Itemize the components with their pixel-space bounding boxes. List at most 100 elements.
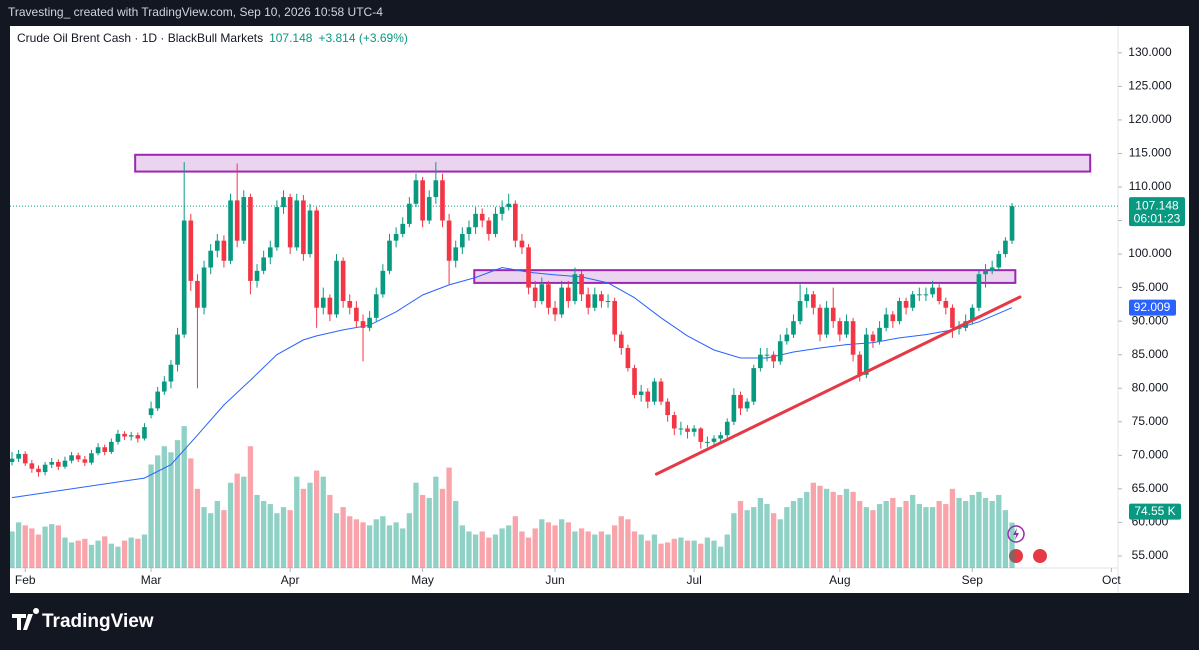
volume-badge <box>1129 503 1181 520</box>
y-tick-label: 70.000 <box>1132 447 1169 461</box>
candle-body <box>618 334 624 348</box>
volume-bar <box>446 467 452 568</box>
candle-body <box>195 280 200 308</box>
volume-bar <box>565 522 571 568</box>
plot-pane <box>10 153 1118 568</box>
candle-body <box>897 301 902 322</box>
volume-bar <box>863 507 869 568</box>
volume-bar <box>135 538 141 568</box>
chart-area <box>10 26 1189 593</box>
candle-body <box>380 270 386 295</box>
volume-bar <box>313 470 320 568</box>
volume-bar <box>433 476 439 568</box>
candle-body <box>592 294 598 308</box>
candle-body <box>393 233 399 241</box>
candle-body <box>758 354 763 369</box>
candle-body <box>367 317 372 328</box>
x-tick-label: Jun <box>545 573 564 587</box>
candle-body <box>301 200 306 255</box>
candle-body <box>287 197 293 248</box>
volume-bar <box>49 524 55 568</box>
volume-bar <box>883 501 889 568</box>
volume-bar <box>121 540 128 568</box>
volume-bar <box>764 504 770 568</box>
volume-bar <box>227 482 234 568</box>
volume-bar <box>512 516 518 568</box>
candle-body <box>605 301 611 303</box>
candle-body <box>261 257 266 271</box>
candle-body <box>453 247 459 261</box>
volume-bar <box>307 482 313 568</box>
candle-body <box>42 464 48 473</box>
candle-body <box>638 391 644 395</box>
volume-bar <box>737 501 744 568</box>
candle-body <box>446 220 452 261</box>
volume-bar <box>698 543 704 568</box>
volume-bar <box>678 537 684 568</box>
candle-body <box>731 394 737 422</box>
volume-bar <box>956 497 962 568</box>
volume-bar <box>155 455 161 568</box>
volume-bar <box>42 526 48 568</box>
y-tick-label: 90.000 <box>1132 313 1169 327</box>
volume-bar <box>439 488 446 568</box>
candle-body <box>148 408 154 416</box>
volume-bar <box>333 513 340 568</box>
volume-bar <box>929 507 936 568</box>
volume-bar <box>539 519 545 568</box>
candle-body <box>513 203 518 241</box>
candle-body <box>711 438 717 442</box>
candle-body <box>155 391 161 409</box>
candle-body <box>989 267 995 271</box>
candle-body <box>62 460 68 467</box>
y-tick-label: 125.000 <box>1128 79 1172 93</box>
candle-body <box>658 381 664 402</box>
event-flag <box>1031 547 1049 565</box>
volume-bar <box>996 494 1002 568</box>
candle-body <box>698 428 704 442</box>
volume-bar <box>923 507 929 568</box>
volume-bar <box>724 534 730 568</box>
candle-body <box>890 314 896 322</box>
candle-body <box>460 233 465 248</box>
volume-bar <box>559 519 565 568</box>
volume-bar <box>989 501 995 568</box>
candle-body <box>532 287 538 302</box>
x-tick-label: Feb <box>15 573 36 587</box>
candle-body <box>360 321 366 328</box>
candle-body <box>188 220 194 281</box>
volume-bar <box>15 522 22 568</box>
candle-body <box>685 428 690 432</box>
x-tick-label: Sep <box>962 573 984 587</box>
candle-body <box>201 267 207 308</box>
y-tick-label: 95.000 <box>1132 280 1169 294</box>
candle-body <box>652 381 657 402</box>
candle-body <box>883 314 889 328</box>
candle-body <box>426 197 432 221</box>
volume-bar <box>148 464 154 568</box>
candle-body <box>824 307 829 335</box>
volume-bar <box>194 488 201 568</box>
candle-body <box>850 321 856 355</box>
volume-bar <box>472 534 479 568</box>
candle-body <box>115 433 121 442</box>
volume-bar <box>62 537 68 568</box>
volume-bar <box>287 510 293 568</box>
candle-body <box>314 210 319 308</box>
volume-bar <box>247 446 254 568</box>
volume-bar <box>201 507 207 568</box>
y-tick-label: 100.000 <box>1128 246 1172 260</box>
volume-bar <box>704 537 711 568</box>
candle-body <box>539 284 545 302</box>
ma-badge <box>1129 299 1176 316</box>
candle-body <box>36 468 41 473</box>
candle-body <box>214 240 220 251</box>
candle-body <box>585 294 591 308</box>
legend-change: +3.814 (+3.69%) <box>318 31 407 45</box>
candle-body <box>499 207 505 214</box>
volume-bar <box>645 540 651 568</box>
volume-bar <box>221 510 227 568</box>
y-tick-label: 130.000 <box>1128 45 1172 59</box>
trendline <box>654 295 1022 476</box>
y-tick-label: 80.000 <box>1132 380 1169 394</box>
